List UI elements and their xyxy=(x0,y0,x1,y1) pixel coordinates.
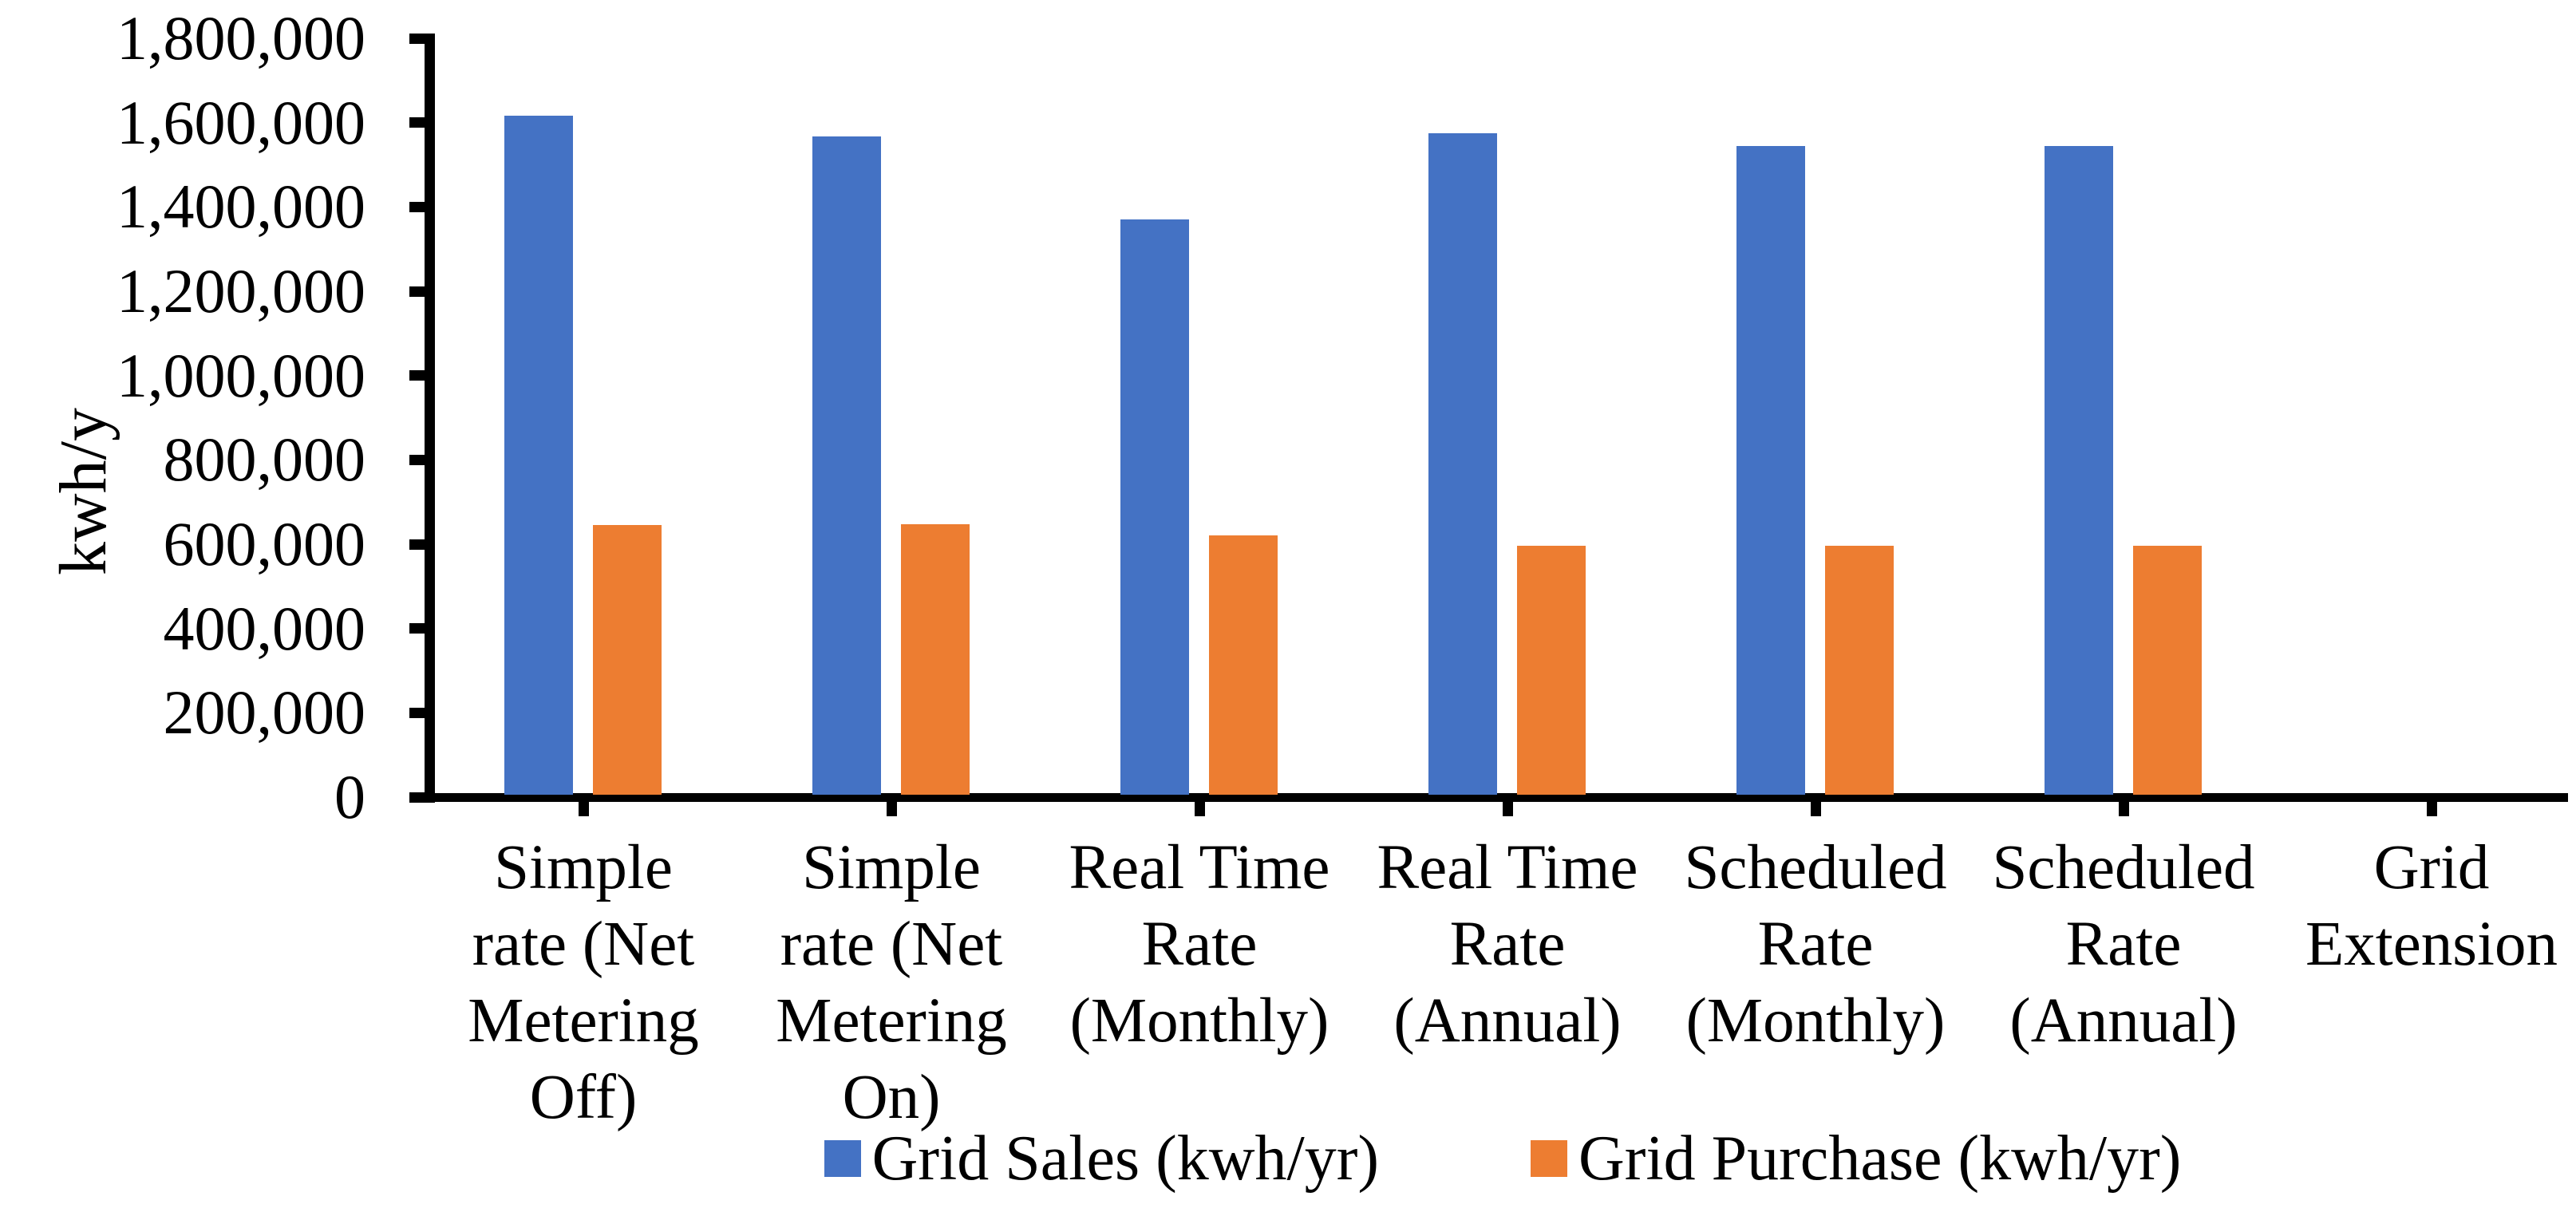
grid-sales-kwh-yr-bar xyxy=(1736,146,1805,795)
legend-item-grid-purchase-kwh-yr: Grid Purchase (kwh/yr) xyxy=(1531,1120,2181,1197)
legend-label: Grid Sales (kwh/yr) xyxy=(871,1123,1380,1194)
x-tick-mark xyxy=(2426,802,2437,816)
y-axis-line xyxy=(425,34,435,802)
grid-purchase-kwh-yr-bar xyxy=(1517,546,1586,795)
grid-sales-kwh-yr-bar xyxy=(504,116,573,795)
x-tick-mark xyxy=(1810,802,1821,816)
x-tick-mark xyxy=(886,802,897,816)
x-tick-mark xyxy=(1502,802,1513,816)
grid-purchase-kwh-yr-bar xyxy=(901,524,970,795)
legend-item-grid-sales-kwh-yr: Grid Sales (kwh/yr) xyxy=(824,1120,1379,1197)
y-tick-label: 200,000 xyxy=(163,677,366,748)
y-tick-label: 1,600,000 xyxy=(117,87,365,157)
category-label: Simple rate (Net Metering Off) xyxy=(468,833,699,1132)
grid-sales-kwh-yr-bar xyxy=(1428,133,1497,795)
x-tick-mark xyxy=(578,802,589,816)
grid-purchase-kwh-yr-bar xyxy=(2133,546,2202,795)
category-label: Grid Extension xyxy=(2305,833,2558,979)
category-label: Real Time Rate (Annual) xyxy=(1377,833,1638,1056)
y-tick-label: 600,000 xyxy=(163,509,366,578)
grid-sales-kwh-yr-bar xyxy=(1120,219,1189,795)
y-tick-label: 400,000 xyxy=(163,593,366,663)
y-tick-label: 800,000 xyxy=(163,424,366,495)
category-label: Simple rate (Net Metering On) xyxy=(776,833,1007,1132)
legend-label: Grid Purchase (kwh/yr) xyxy=(1578,1123,2182,1194)
grid-purchase-kwh-yr-bar xyxy=(1209,535,1278,795)
y-tick-label: 1,000,000 xyxy=(117,340,365,410)
x-tick-mark xyxy=(2118,802,2129,816)
category-label: Scheduled Rate (Annual) xyxy=(1992,833,2255,1056)
y-tick-label: 1,800,000 xyxy=(117,3,365,73)
category-label: Scheduled Rate (Monthly) xyxy=(1684,833,1947,1056)
grid-purchase-kwh-yr-bar xyxy=(593,525,662,795)
y-tick-label: 1,400,000 xyxy=(117,172,365,242)
grid-purchase-kwh-yr-swatch xyxy=(1531,1140,1568,1177)
legend: Grid Sales (kwh/yr) Grid Purchase (kwh/yr… xyxy=(435,1120,2570,1197)
grid-sales-kwh-yr-bar xyxy=(2045,146,2113,795)
grid-sales-kwh-yr-swatch xyxy=(824,1140,861,1177)
y-tick-label: 1,200,000 xyxy=(117,256,365,326)
category-label: Real Time Rate (Monthly) xyxy=(1069,833,1330,1056)
grid-purchase-kwh-yr-bar xyxy=(1825,546,1894,795)
x-axis-line xyxy=(410,793,2568,802)
x-tick-mark xyxy=(1194,802,1205,816)
grid-sales-kwh-yr-bar xyxy=(812,136,881,795)
y-tick-label: 0 xyxy=(334,762,365,831)
